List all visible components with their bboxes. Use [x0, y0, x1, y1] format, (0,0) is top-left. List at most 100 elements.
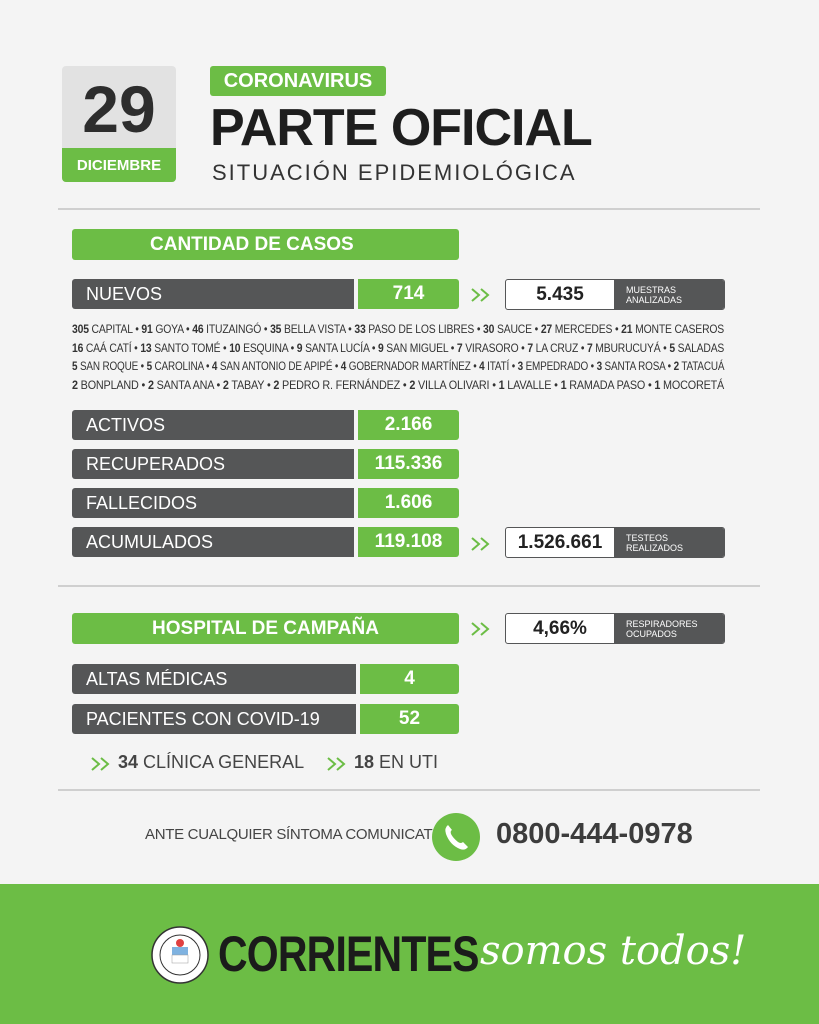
respirators-label: RESPIRADORES OCUPADOS [614, 614, 724, 643]
count: 2 [147, 377, 154, 392]
locality: 9 SAN MIGUEL [369, 341, 448, 355]
count: 1 [654, 377, 661, 392]
count: 305 [72, 322, 89, 336]
name: SANTA ANA [156, 377, 214, 392]
chevron [327, 757, 346, 771]
breakdown: 34 CLÍNICA GENERAL [118, 752, 304, 773]
count: 5 [72, 359, 78, 373]
count: 2 [72, 377, 78, 392]
row-label: ACUMULADOS [72, 527, 354, 557]
name: SANTA LUCÍA [305, 340, 370, 355]
locality: 3 SANTA ROSA [588, 359, 665, 373]
count: 2 [273, 377, 280, 392]
count: 5 [146, 359, 153, 373]
contact-text: ANTE CUALQUIER SÍNTOMA COMUNICATE AL [145, 826, 463, 843]
name: MOCORETÁ [663, 377, 725, 392]
count: 3 [596, 359, 603, 373]
seal [151, 926, 209, 984]
count: 2 [673, 359, 680, 373]
name: SAN ANTONIO DE APIPÉ [219, 359, 333, 373]
label-line: REALIZADOS [626, 542, 684, 553]
row-label: PACIENTES CON COVID-19 [72, 704, 356, 734]
section-title: CANTIDAD DE CASOS [72, 229, 459, 260]
samples-box: 5.435 MUESTRAS ANALIZADAS [505, 279, 725, 310]
locality: 305 CAPITAL [72, 322, 133, 336]
locality: 5 SAN ROQUE [72, 359, 138, 373]
name: CAPITAL [91, 322, 133, 336]
tests-label: TESTEOS REALIZADOS [614, 528, 724, 557]
name: SALADAS [677, 340, 725, 355]
name: TABAY [231, 377, 265, 392]
chevron [471, 537, 490, 551]
divider [58, 208, 760, 210]
row-value: 2.166 [358, 410, 459, 440]
count: 5 [669, 340, 675, 355]
count: 9 [378, 340, 384, 355]
count: 4 [340, 359, 347, 373]
locality: 1 MOCORETÁ [645, 378, 724, 392]
locality: 3 EMPEDRADO [509, 359, 588, 373]
name: CAÁ CATÍ [85, 340, 132, 355]
name: LAVALLE [507, 377, 552, 392]
locality: 1 LAVALLE [489, 378, 551, 392]
count: 10 [229, 340, 241, 355]
name: GOYA [155, 322, 184, 336]
locality-row: 16 CAÁ CATÍ13 SANTO TOMÉ10 ESQUINA9 SANT… [72, 341, 724, 355]
name: EN UTI [379, 752, 439, 772]
name: MBURUCUYÁ [595, 340, 661, 355]
tag: CORONAVIRUS [210, 66, 386, 96]
count: 35 [270, 322, 282, 336]
row-label: ACTIVOS [72, 410, 354, 440]
row-value: 52 [360, 704, 459, 734]
name: PEDRO R. FERNÁNDEZ [282, 377, 401, 392]
count: 7 [456, 340, 463, 355]
row-label: FALLECIDOS [72, 488, 354, 518]
name: BELLA VISTA [284, 322, 346, 336]
count: 4 [479, 359, 485, 373]
locality: 7 LA CRUZ [518, 341, 578, 355]
locality: 4 ITATÍ [471, 359, 510, 373]
row-value: 714 [358, 279, 459, 309]
count: 2 [222, 377, 229, 392]
locality: 46 ITUZAINGÓ [183, 322, 261, 336]
count: 9 [296, 340, 303, 355]
chevron [471, 288, 490, 302]
locality: 9 SANTA LUCÍA [288, 341, 369, 355]
locality: 2 SANTA ANA [139, 378, 214, 392]
samples-value: 5.435 [536, 283, 584, 305]
name: CLÍNICA GENERAL [143, 752, 305, 772]
name: SANTO TOMÉ [154, 340, 221, 355]
row-label: NUEVOS [72, 279, 354, 309]
phone: 0800-444-0978 [496, 818, 693, 850]
count: 21 [621, 322, 633, 336]
locality: 30 SAUCE [474, 322, 532, 336]
count: 30 [483, 322, 495, 336]
locality: 7 VIRASORO [448, 340, 519, 355]
locality-row: 2 BONPLAND2 SANTA ANA2 TABAY2 PEDRO R. F… [72, 378, 724, 392]
name: VILLA OLIVARI [418, 377, 490, 392]
count: 27 [540, 322, 553, 336]
count: 4 [211, 359, 218, 373]
name: LA CRUZ [535, 340, 579, 355]
brand: CORRIENTES [218, 926, 479, 982]
locality: 21 MONTE CASEROS [612, 322, 724, 336]
row-value: 4 [360, 664, 459, 694]
divider [58, 789, 760, 791]
label-line: ANALIZADAS [626, 294, 683, 305]
name: CAROLINA [154, 359, 204, 373]
name: ITATÍ [487, 359, 510, 373]
count: 7 [527, 340, 533, 355]
section-title: HOSPITAL DE CAMPAÑA [72, 613, 459, 644]
locality: 16 CAÁ CATÍ [72, 340, 132, 355]
footer [0, 884, 819, 1024]
divider [58, 585, 760, 587]
count: 34 [118, 752, 139, 772]
count: 18 [354, 752, 375, 772]
count: 3 [517, 359, 524, 373]
locality: 2 PEDRO R. FERNÁNDEZ [264, 378, 400, 392]
tests-box: 1.526.661 TESTEOS REALIZADOS [505, 527, 725, 558]
month: DICIEMBRE [62, 148, 176, 182]
slogan: somos todos! [480, 928, 747, 974]
name: RAMADA PASO [569, 377, 646, 392]
name: ITUZAINGÓ [206, 322, 262, 336]
